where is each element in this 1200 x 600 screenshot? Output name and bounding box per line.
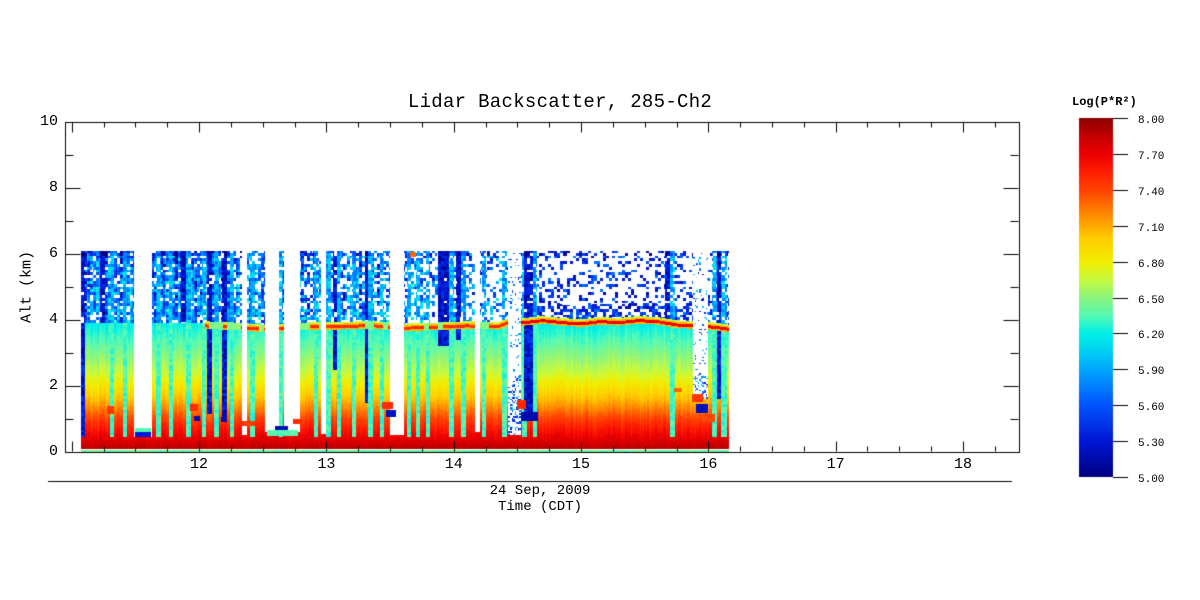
- x-axis-date-label: 24 Sep, 2009: [489, 483, 591, 499]
- y-tick-label: 0: [48, 443, 58, 460]
- colorbar-tick-label: 5.30: [1138, 438, 1165, 451]
- x-axis-label: Time (CDT): [497, 499, 583, 515]
- y-tick-label: 6: [48, 245, 58, 262]
- colorbar-tick-label: 8.00: [1138, 115, 1165, 127]
- y-tick-label: 8: [48, 179, 58, 196]
- chart-title: Lidar Backscatter, 285-Ch2: [407, 91, 713, 113]
- y-tick-label: 10: [39, 113, 58, 130]
- colorbar-tick-label: 5.90: [1138, 366, 1165, 379]
- colorbar-tick-label: 7.70: [1138, 150, 1165, 163]
- x-tick-label: 18: [953, 456, 972, 473]
- y-tick-label: 4: [48, 311, 58, 328]
- x-tick-label: 17: [826, 456, 845, 473]
- x-tick-label: 12: [190, 456, 209, 473]
- colorbar-tick-label: 6.20: [1138, 330, 1165, 343]
- x-tick-label: 15: [572, 456, 591, 473]
- colorbar-tick-label: 6.80: [1138, 258, 1165, 271]
- colorbar-tick-label: 5.00: [1138, 474, 1165, 486]
- x-tick-label: 13: [317, 456, 336, 473]
- colorbar-tick-label: 7.40: [1138, 186, 1165, 199]
- colorbar-tick-label: 7.10: [1138, 222, 1165, 235]
- colorbar-title: Log(P*R²): [1072, 95, 1137, 109]
- colorbar-tick-label: 6.50: [1138, 294, 1165, 307]
- colorbar-tick-label: 5.60: [1138, 402, 1165, 415]
- y-tick-label: 2: [48, 377, 58, 394]
- x-tick-label: 14: [444, 456, 463, 473]
- x-tick-label: 16: [699, 456, 718, 473]
